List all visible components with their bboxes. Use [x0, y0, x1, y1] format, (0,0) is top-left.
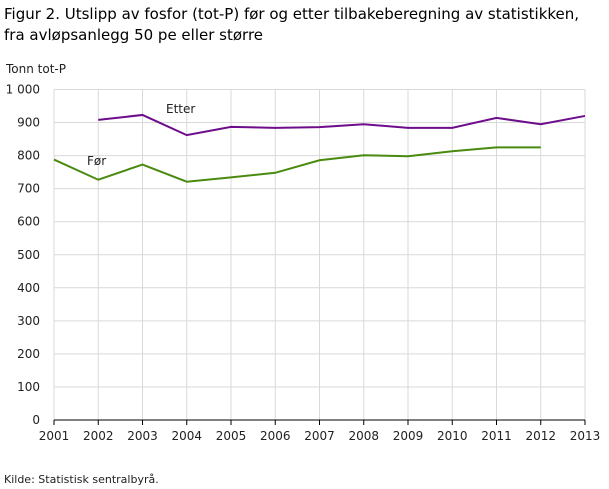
x-tick-label: 2012 — [525, 429, 556, 443]
x-tick-label: 2008 — [348, 429, 379, 443]
y-tick-label: 500 — [17, 248, 40, 262]
x-tick-label: 2007 — [304, 429, 335, 443]
source-note: Kilde: Statistisk sentralbyrå. — [4, 473, 159, 486]
y-axis-label: Tonn tot-P — [6, 62, 66, 76]
series-line-for — [53, 146, 541, 183]
y-tick-label: 300 — [17, 314, 40, 328]
x-tick-label: 2010 — [437, 429, 468, 443]
y-tick-label: 700 — [17, 182, 40, 196]
x-tick-label: 2005 — [216, 429, 247, 443]
y-tick-label: 600 — [17, 215, 40, 229]
series-label-etter: Etter — [166, 102, 195, 116]
series-label-for: Før — [87, 154, 106, 168]
x-tick-label: 2006 — [260, 429, 291, 443]
y-tick-label: 800 — [17, 149, 40, 163]
x-tick-label: 2004 — [171, 429, 202, 443]
x-tick-label: 2013 — [570, 429, 601, 443]
y-tick-label: 1 000 — [6, 83, 40, 97]
y-tick-label: 400 — [17, 281, 40, 295]
y-tick-label: 900 — [17, 116, 40, 130]
y-tick-label: 100 — [17, 380, 40, 394]
x-tick-label: 2001 — [39, 429, 70, 443]
x-tick-label: 2009 — [393, 429, 424, 443]
y-tick-label: 0 — [32, 413, 40, 427]
x-tick-label: 2002 — [83, 429, 114, 443]
series-line-etter — [98, 113, 586, 137]
y-tick-label: 200 — [17, 347, 40, 361]
chart-title: Figur 2. Utslipp av fosfor (tot-P) før o… — [4, 5, 580, 44]
x-tick-label: 2003 — [127, 429, 158, 443]
x-tick-label: 2011 — [481, 429, 512, 443]
